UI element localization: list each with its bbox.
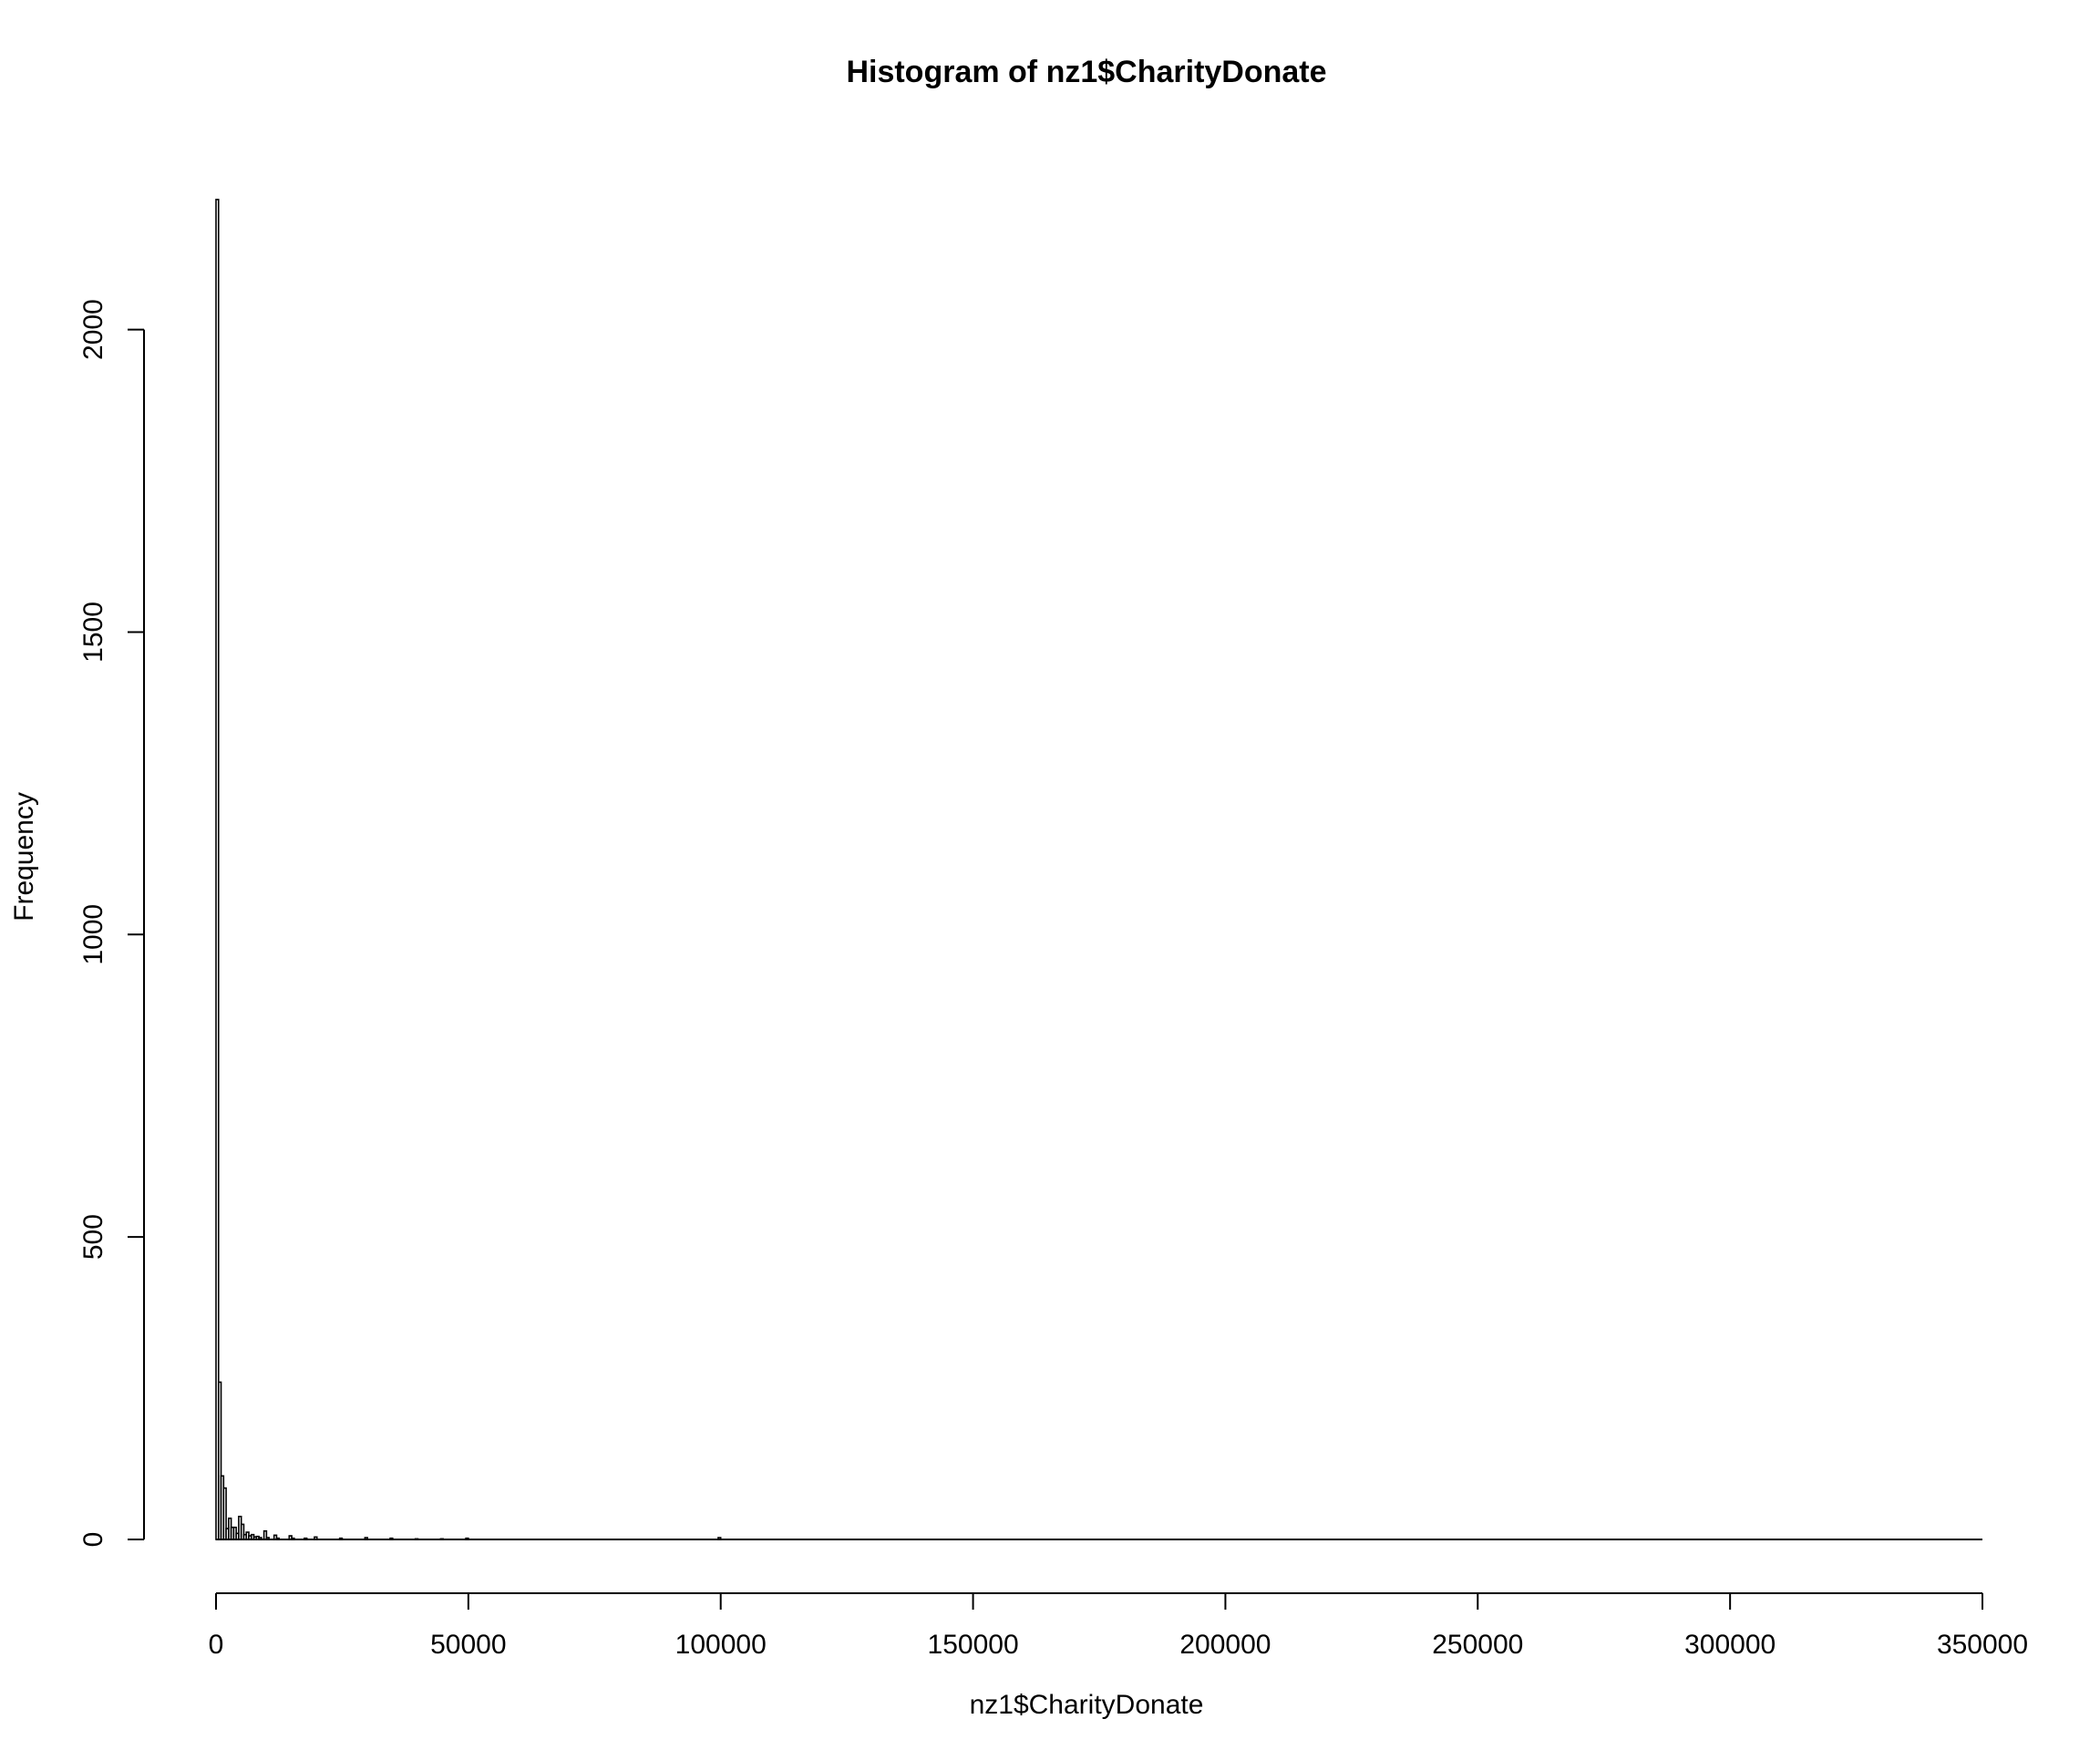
- x-tick-label: 0: [209, 1630, 224, 1660]
- histogram-bar: [215, 199, 220, 1540]
- y-tick-label: 2000: [78, 299, 108, 360]
- x-tick-label: 150000: [928, 1630, 1019, 1660]
- y-axis-label: Frequency: [9, 792, 39, 921]
- y-tick-label: 1000: [78, 904, 108, 965]
- x-axis: 0 50000 100000 150000 200000 250000 300000 3500…: [209, 1592, 2028, 1660]
- x-tick-label: 250000: [1432, 1630, 1523, 1660]
- x-tick-label: 300000: [1684, 1630, 1776, 1660]
- histogram-bars: [215, 199, 722, 1540]
- x-tick-label: 50000: [430, 1630, 506, 1660]
- y-tick-label: 0: [78, 1532, 108, 1548]
- x-tick-label: 200000: [1179, 1630, 1271, 1660]
- x-tick-label: 100000: [675, 1630, 767, 1660]
- y-axis: 0 500 1000 1500 2000: [78, 299, 145, 1548]
- y-tick-label: 1500: [78, 602, 108, 663]
- x-tick-label: 350000: [1937, 1630, 2028, 1660]
- y-tick-label: 500: [78, 1214, 108, 1260]
- x-axis-label: nz1$CharityDonate: [970, 1690, 1204, 1720]
- chart-title: Histogram of nz1$CharityDonate: [846, 55, 1326, 89]
